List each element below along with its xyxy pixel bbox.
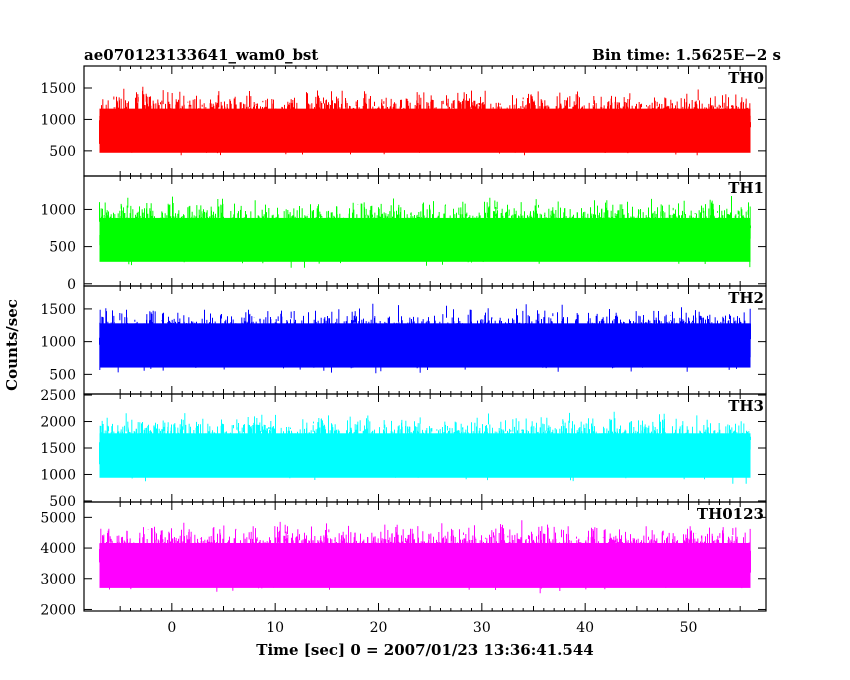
series-trace-th2 [99, 303, 751, 374]
ytick-label-th0123-2000: 2000 [40, 602, 76, 618]
ytick-label-th1-1000: 1000 [40, 202, 76, 218]
ytick-label-th0123-5000: 5000 [40, 510, 76, 526]
panels-group: TH0 500 1000 1500 TH1 0 500 1000 TH2 500 1000 1500 T… [40, 65, 767, 618]
panel-label-th1: TH1 [728, 179, 764, 197]
ytick-label-th3-500: 500 [49, 494, 76, 510]
series-trace-th0 [99, 86, 751, 156]
panel-label-th0: TH0 [728, 69, 764, 87]
xtick-label-10: 10 [266, 620, 284, 636]
ytick-label-th3-1500: 1500 [40, 441, 76, 457]
xtick-label-40: 40 [576, 620, 594, 636]
ytick-label-th1-500: 500 [49, 240, 76, 256]
chart-header-right: Bin time: 1.5625E−2 s [592, 46, 781, 64]
ytick-label-th0-500: 500 [49, 144, 76, 160]
xtick-label-20: 20 [370, 620, 388, 636]
chart-header-left: ae070123133641_wam0_bst [84, 46, 318, 64]
x-axis-label: Time [sec] 0 = 2007/01/23 13:36:41.544 [256, 641, 593, 659]
ytick-label-th0123-3000: 3000 [40, 572, 76, 588]
panel-label-th0123: TH0123 [697, 505, 764, 523]
series-trace-th1 [99, 196, 751, 268]
ytick-label-th1-0: 0 [67, 277, 76, 293]
panel-label-th3: TH3 [728, 397, 764, 415]
panel-frame-th0123 [83, 501, 767, 612]
xtick-label-30: 30 [473, 620, 491, 636]
ytick-label-th2-1500: 1500 [40, 302, 76, 318]
ytick-label-th3-2000: 2000 [40, 415, 76, 431]
x-axis: 0 10 20 30 40 50 [167, 620, 697, 636]
ytick-label-th3-1000: 1000 [40, 467, 76, 483]
y-axis-label: Counts/sec [3, 299, 21, 391]
ytick-label-th0-1500: 1500 [40, 81, 76, 97]
panel-label-th2: TH2 [728, 289, 764, 307]
xtick-label-50: 50 [680, 620, 698, 636]
series-trace-th3 [99, 411, 751, 484]
ytick-label-th2-500: 500 [49, 367, 76, 383]
series-trace-th0123 [99, 520, 751, 594]
ytick-label-th0123-4000: 4000 [40, 541, 76, 557]
ytick-label-th0-1000: 1000 [40, 112, 76, 128]
ytick-label-th2-1000: 1000 [40, 335, 76, 351]
ytick-label-th3-2500: 2500 [40, 388, 76, 404]
xtick-label-0: 0 [167, 620, 176, 636]
